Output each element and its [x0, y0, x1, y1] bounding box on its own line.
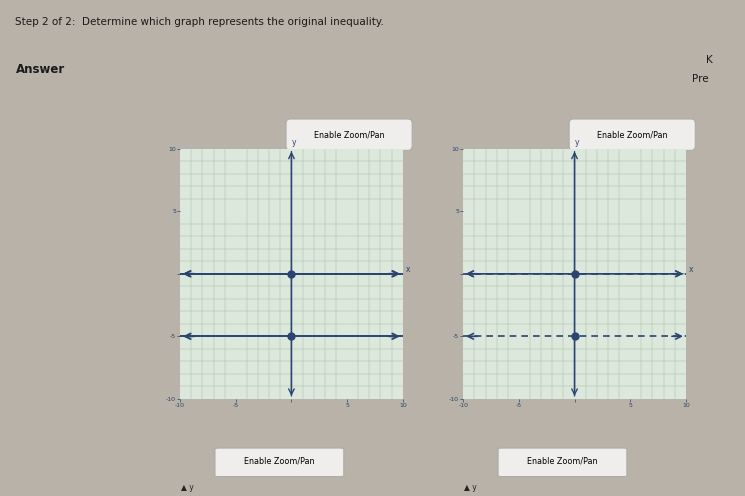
Text: Step 2 of 2:  Determine which graph represents the original inequality.: Step 2 of 2: Determine which graph repre…: [15, 17, 384, 27]
FancyBboxPatch shape: [215, 448, 343, 477]
Text: K: K: [706, 55, 713, 64]
Text: y: y: [292, 138, 297, 147]
Point: [285, 332, 297, 340]
FancyBboxPatch shape: [286, 119, 412, 150]
Point: [285, 270, 297, 278]
Point: [568, 332, 580, 340]
FancyBboxPatch shape: [498, 448, 627, 477]
Text: Enable Zoom/Pan: Enable Zoom/Pan: [527, 457, 597, 466]
FancyBboxPatch shape: [569, 119, 695, 150]
Point: [568, 270, 580, 278]
Text: ▲ y: ▲ y: [464, 483, 477, 492]
Text: Enable Zoom/Pan: Enable Zoom/Pan: [314, 130, 384, 139]
Text: Enable Zoom/Pan: Enable Zoom/Pan: [597, 130, 668, 139]
Text: Pre: Pre: [692, 74, 708, 84]
Text: Answer: Answer: [16, 63, 66, 76]
Text: y: y: [575, 138, 580, 147]
Text: Enable Zoom/Pan: Enable Zoom/Pan: [244, 457, 314, 466]
Text: ▲ y: ▲ y: [181, 483, 194, 492]
Text: x: x: [405, 265, 410, 274]
Text: x: x: [688, 265, 693, 274]
